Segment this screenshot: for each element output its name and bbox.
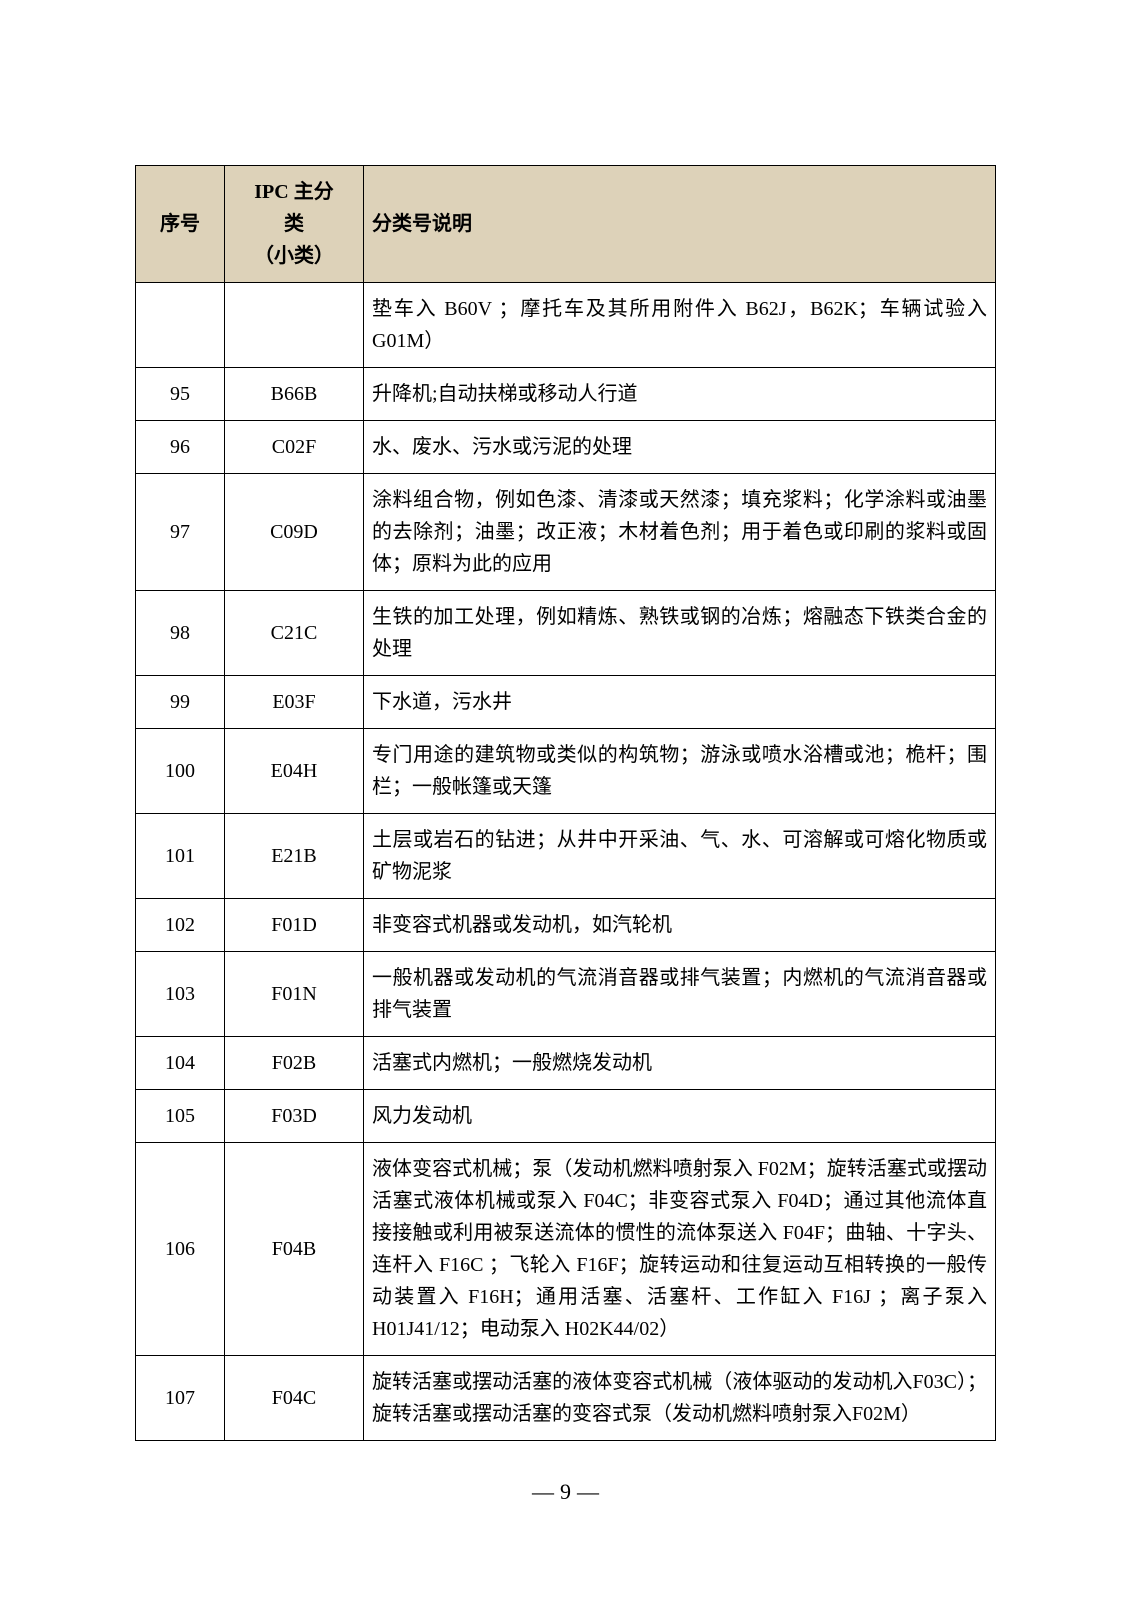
table-row: 103F01N一般机器或发动机的气流消音器或排气装置；内燃机的气流消音器或排气装… <box>136 952 996 1037</box>
table-row: 95B66B升降机;自动扶梯或移动人行道 <box>136 368 996 421</box>
cell-seq: 103 <box>136 952 225 1037</box>
cell-ipc: F01D <box>225 899 364 952</box>
header-ipc-line2: 类 <box>284 213 304 235</box>
table-row: 105F03D风力发动机 <box>136 1090 996 1143</box>
cell-seq: 99 <box>136 676 225 729</box>
cell-desc: 风力发动机 <box>364 1090 996 1143</box>
cell-ipc: B66B <box>225 368 364 421</box>
header-seq: 序号 <box>136 166 225 283</box>
cell-seq <box>136 283 225 368</box>
cell-seq: 100 <box>136 729 225 814</box>
table-row: 97C09D涂料组合物，例如色漆、清漆或天然漆；填充浆料；化学涂料或油墨的去除剂… <box>136 474 996 591</box>
table-row: 102F01D非变容式机器或发动机，如汽轮机 <box>136 899 996 952</box>
header-ipc-line3: （小类） <box>254 245 334 267</box>
cell-seq: 95 <box>136 368 225 421</box>
cell-seq: 96 <box>136 421 225 474</box>
table-row: 106F04B液体变容式机械；泵（发动机燃料喷射泵入 F02M；旋转活塞式或摆动… <box>136 1143 996 1356</box>
table-row: 104F02B活塞式内燃机；一般燃烧发动机 <box>136 1037 996 1090</box>
table-row: 100E04H专门用途的建筑物或类似的构筑物；游泳或喷水浴槽或池；桅杆；围栏；一… <box>136 729 996 814</box>
cell-desc: 土层或岩石的钻进；从井中开采油、气、水、可溶解或可熔化物质或矿物泥浆 <box>364 814 996 899</box>
cell-ipc: E04H <box>225 729 364 814</box>
table-row: 101E21B土层或岩石的钻进；从井中开采油、气、水、可溶解或可熔化物质或矿物泥… <box>136 814 996 899</box>
cell-seq: 104 <box>136 1037 225 1090</box>
page-number-value: 9 <box>560 1479 571 1504</box>
table-header: 序号 IPC 主分 类 （小类） 分类号说明 <box>136 166 996 283</box>
cell-ipc: C09D <box>225 474 364 591</box>
cell-ipc: F03D <box>225 1090 364 1143</box>
table-row: 96C02F水、废水、污水或污泥的处理 <box>136 421 996 474</box>
page-number: —9— <box>0 1479 1131 1505</box>
cell-desc: 生铁的加工处理，例如精炼、熟铁或钢的冶炼；熔融态下铁类合金的处理 <box>364 591 996 676</box>
document-page: 序号 IPC 主分 类 （小类） 分类号说明 垫车入 B60V ；摩托车及其所用… <box>0 0 1131 1501</box>
cell-ipc: C21C <box>225 591 364 676</box>
table-row: 99E03F下水道，污水井 <box>136 676 996 729</box>
cell-seq: 106 <box>136 1143 225 1356</box>
table-body: 垫车入 B60V ；摩托车及其所用附件入 B62J，B62K；车辆试验入 G01… <box>136 283 996 1441</box>
cell-desc: 水、废水、污水或污泥的处理 <box>364 421 996 474</box>
cell-desc: 专门用途的建筑物或类似的构筑物；游泳或喷水浴槽或池；桅杆；围栏；一般帐篷或天篷 <box>364 729 996 814</box>
cell-desc: 涂料组合物，例如色漆、清漆或天然漆；填充浆料；化学涂料或油墨的去除剂；油墨；改正… <box>364 474 996 591</box>
cell-seq: 107 <box>136 1356 225 1441</box>
cell-ipc: C02F <box>225 421 364 474</box>
header-desc: 分类号说明 <box>364 166 996 283</box>
table-row: 98C21C生铁的加工处理，例如精炼、熟铁或钢的冶炼；熔融态下铁类合金的处理 <box>136 591 996 676</box>
cell-desc: 非变容式机器或发动机，如汽轮机 <box>364 899 996 952</box>
cell-seq: 105 <box>136 1090 225 1143</box>
cell-seq: 102 <box>136 899 225 952</box>
cell-desc: 一般机器或发动机的气流消音器或排气装置；内燃机的气流消音器或排气装置 <box>364 952 996 1037</box>
cell-desc: 垫车入 B60V ；摩托车及其所用附件入 B62J，B62K；车辆试验入 G01… <box>364 283 996 368</box>
cell-ipc <box>225 283 364 368</box>
ipc-table: 序号 IPC 主分 类 （小类） 分类号说明 垫车入 B60V ；摩托车及其所用… <box>135 165 996 1441</box>
cell-ipc: F02B <box>225 1037 364 1090</box>
cell-desc: 旋转活塞或摆动活塞的液体变容式机械（液体驱动的发动机入F03C）；旋转活塞或摆动… <box>364 1356 996 1441</box>
header-ipc-line1: IPC 主分 <box>254 181 333 203</box>
table-row: 107F04C旋转活塞或摆动活塞的液体变容式机械（液体驱动的发动机入F03C）；… <box>136 1356 996 1441</box>
cell-seq: 101 <box>136 814 225 899</box>
cell-desc: 液体变容式机械；泵（发动机燃料喷射泵入 F02M；旋转活塞式或摆动活塞式液体机械… <box>364 1143 996 1356</box>
cell-desc: 活塞式内燃机；一般燃烧发动机 <box>364 1037 996 1090</box>
cell-ipc: E21B <box>225 814 364 899</box>
cell-ipc: F04B <box>225 1143 364 1356</box>
cell-ipc: F04C <box>225 1356 364 1441</box>
table-row: 垫车入 B60V ；摩托车及其所用附件入 B62J，B62K；车辆试验入 G01… <box>136 283 996 368</box>
header-ipc: IPC 主分 类 （小类） <box>225 166 364 283</box>
cell-desc: 升降机;自动扶梯或移动人行道 <box>364 368 996 421</box>
header-row: 序号 IPC 主分 类 （小类） 分类号说明 <box>136 166 996 283</box>
cell-seq: 98 <box>136 591 225 676</box>
cell-seq: 97 <box>136 474 225 591</box>
cell-ipc: E03F <box>225 676 364 729</box>
cell-desc: 下水道，污水井 <box>364 676 996 729</box>
cell-ipc: F01N <box>225 952 364 1037</box>
